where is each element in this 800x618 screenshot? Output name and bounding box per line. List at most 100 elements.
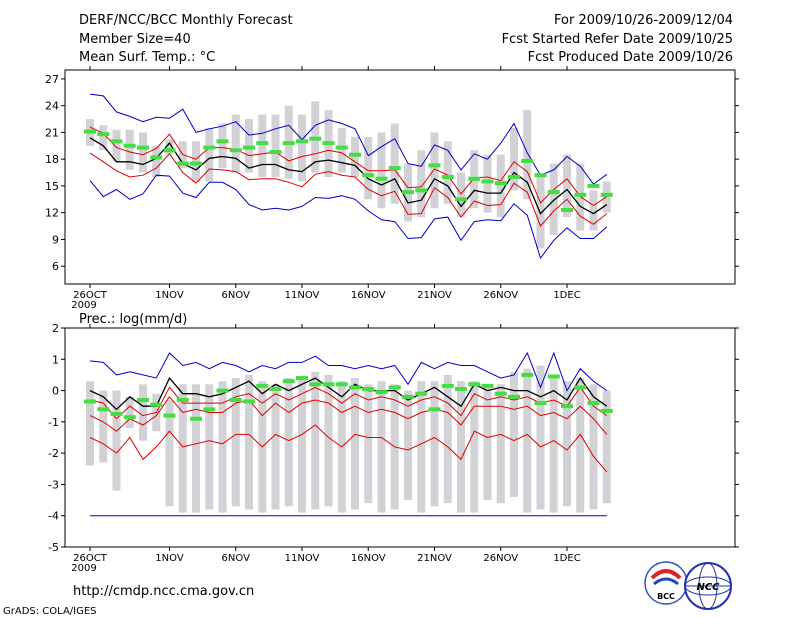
prec-median-day-5 [137, 397, 149, 402]
temp-median-day-13 [243, 145, 255, 150]
temp-box-day-26 [417, 150, 426, 218]
prec-xtick-label-26NOV: 26NOV [483, 553, 518, 564]
temp-median-day-22 [362, 173, 375, 178]
prec-ytick-label--4: -4 [48, 510, 59, 523]
temp-box-day-37 [563, 154, 571, 218]
temp-median-day-32 [494, 181, 507, 186]
precip-panel-title: Prec.: log(mm/d) [79, 312, 187, 327]
temp-median-day-19 [322, 141, 335, 146]
prec-median-day-33 [508, 394, 520, 399]
temp-ytick-label-9: 9 [52, 233, 59, 246]
prec-box-day-31 [483, 384, 492, 501]
prec-box-day-35 [536, 365, 545, 510]
temp-median-day-23 [375, 176, 388, 181]
temp-median-day-39 [587, 183, 600, 188]
temp-median-day-35 [534, 173, 547, 178]
temp-median-day-10 [203, 145, 216, 150]
temp-median-day-28 [441, 175, 454, 179]
prec-median-day-17 [296, 376, 308, 381]
prec-median-day-1 [84, 399, 96, 404]
temp-median-day-8 [176, 161, 189, 166]
temp-median-day-26 [415, 188, 428, 193]
temp-box-day-29 [457, 172, 465, 218]
temp-median-day-5 [137, 145, 149, 150]
prec-median-day-24 [388, 385, 401, 390]
temp-ytick-label-6: 6 [52, 260, 59, 273]
prec-ytick-label-1: 1 [52, 353, 59, 366]
prec-line-max [89, 351, 608, 392]
prec-ytick-label--2: -2 [48, 447, 59, 460]
prec-box-day-12 [231, 378, 240, 507]
temp-median-day-25 [402, 190, 414, 195]
prec-box-day-28 [443, 374, 452, 504]
temp-box-day-36 [549, 163, 558, 235]
prec-median-day-13 [243, 399, 255, 404]
variable-label: Mean Surf. Temp.: °C [79, 50, 215, 65]
source-url[interactable]: http://cmdp.ncc.cma.gov.cn [73, 584, 254, 599]
prec-box-day-33 [510, 371, 518, 497]
temp-median-day-4 [123, 143, 136, 148]
prec-ytick-label--1: -1 [48, 416, 59, 429]
temp-box-day-21 [351, 136, 359, 177]
prec-xtick-sublabel-2009: 2009 [71, 563, 96, 574]
temp-median-day-38 [574, 192, 587, 197]
temp-box-day-22 [364, 136, 373, 200]
prec-box-day-26 [417, 381, 426, 513]
prec-box-day-34 [523, 368, 532, 513]
temp-box-day-39 [589, 190, 598, 231]
temp-ytick-label-21: 21 [45, 126, 59, 139]
temp-median-day-30 [468, 176, 481, 181]
prec-median-day-25 [402, 394, 414, 399]
temp-xtick-label-26NOV: 26NOV [483, 290, 518, 301]
temp-box-day-31 [483, 154, 492, 213]
bcc-logo: BCC [644, 561, 688, 605]
prec-box-day-30 [470, 381, 479, 513]
prec-box-day-9 [192, 384, 200, 513]
prec-median-day-12 [229, 397, 242, 402]
temp-median-day-29 [455, 197, 467, 202]
prec-box-day-13 [245, 374, 253, 510]
temp-median-day-11 [216, 139, 229, 144]
prec-median-day-27 [428, 407, 441, 412]
prec-box-day-7 [165, 399, 174, 507]
temp-box-day-11 [218, 123, 227, 169]
temp-median-day-20 [335, 145, 348, 150]
temp-box-day-24 [390, 123, 399, 204]
temp-xtick-label-21NOV: 21NOV [417, 290, 452, 301]
temp-ytick-label-18: 18 [45, 153, 59, 166]
temp-xtick-label-1DEC: 1DEC [553, 290, 580, 301]
temp-median-day-37 [561, 207, 573, 212]
prec-ytick-label--5: -5 [48, 541, 59, 554]
temp-box-day-14 [258, 114, 267, 177]
prec-median-day-21 [349, 385, 361, 390]
temp-median-day-14 [256, 141, 269, 146]
prec-line-mean [89, 376, 608, 411]
temp-box-day-17 [298, 114, 306, 182]
prec-median-day-26 [415, 391, 428, 396]
prec-median-day-2 [97, 407, 110, 412]
forecast-period: For 2009/10/26-2009/12/04 [554, 13, 733, 28]
prec-median-day-28 [441, 383, 454, 388]
grads-credit: GrADS: COLA/IGES [3, 606, 97, 617]
prec-median-day-11 [216, 388, 229, 393]
temp-line-upper [89, 126, 608, 207]
temp-line-min [89, 174, 608, 260]
temp-median-day-40 [600, 192, 613, 197]
temp-median-day-24 [388, 166, 401, 171]
prec-median-day-31 [481, 383, 494, 388]
temp-median-day-1 [84, 129, 96, 134]
prec-box-day-8 [178, 384, 187, 513]
prec-median-day-36 [547, 374, 560, 379]
temp-median-day-33 [508, 175, 520, 179]
temp-xtick-label-1NOV: 1NOV [155, 290, 184, 301]
chart-title: DERF/NCC/BCC Monthly Forecast [79, 13, 293, 28]
prec-median-day-40 [600, 408, 613, 413]
prec-box-day-16 [284, 378, 293, 507]
temp-line-max [89, 93, 608, 185]
prec-xtick-label-26OCT: 26OCT [73, 553, 108, 564]
temp-median-day-9 [190, 161, 202, 166]
temp-box-day-27 [430, 132, 439, 209]
temp-box-day-33 [510, 127, 518, 191]
